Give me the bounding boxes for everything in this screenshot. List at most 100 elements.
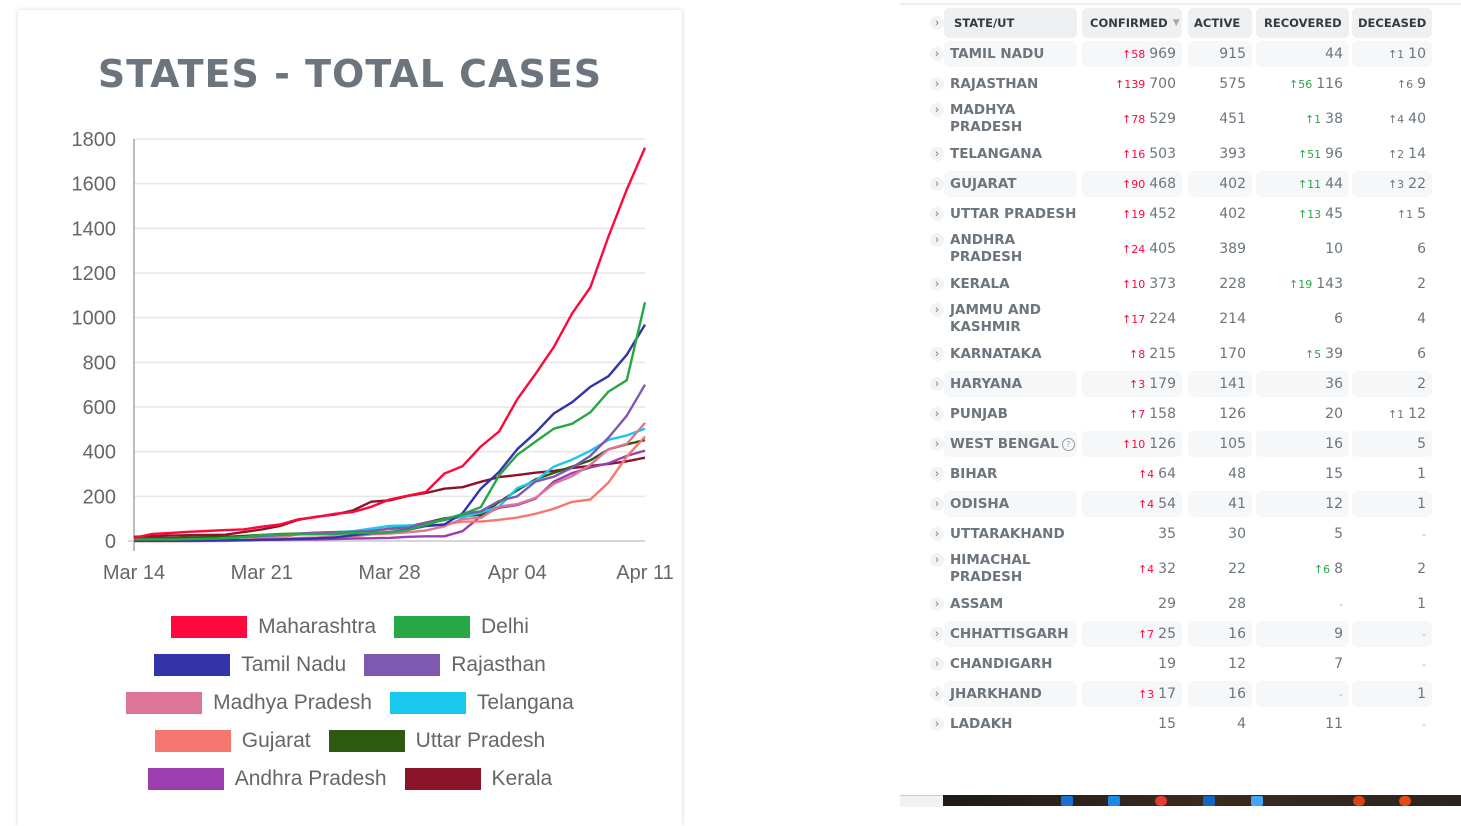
table-row[interactable]: › CHHATTISGARH ↑7 25 16 9 - xyxy=(900,619,1461,649)
table-row[interactable]: › TELANGANA ↑16 503 393 ↑51 96 ↑2 14 xyxy=(900,139,1461,169)
table-row[interactable]: › JAMMU AND KASHMIR ↑17 224 214 6 4 xyxy=(900,299,1461,339)
active: 402 xyxy=(1188,171,1252,197)
legend-item[interactable]: Maharashtra xyxy=(171,615,376,639)
state-name: RAJASTHAN xyxy=(944,71,1077,97)
legend-swatch xyxy=(147,768,224,790)
legend-item[interactable]: Uttar Pradesh xyxy=(328,729,546,753)
table-row[interactable]: › RAJASTHAN ↑139 700 575 ↑56 116 ↑6 9 xyxy=(900,69,1461,99)
expand-row-chevron-icon[interactable]: › xyxy=(930,657,944,671)
deceased-value: - xyxy=(1422,717,1426,731)
table-row[interactable]: › LADAKH 15 4 11 - xyxy=(900,709,1461,739)
taskbar-app-icon[interactable] xyxy=(1203,796,1215,806)
table-row[interactable]: › JHARKHAND ↑3 17 16 - 1 xyxy=(900,679,1461,709)
confirmed-value: 158 xyxy=(1149,406,1176,422)
expand-row-chevron-icon[interactable]: › xyxy=(930,627,944,641)
expand-row-chevron-icon[interactable]: › xyxy=(930,597,944,611)
taskbar-app-icon[interactable] xyxy=(1353,796,1365,806)
table-row[interactable]: › BIHAR ↑4 64 48 15 1 xyxy=(900,459,1461,489)
header-recovered[interactable]: RECOVERED xyxy=(1256,8,1349,38)
table-row[interactable]: › ASSAM 29 28 - 1 xyxy=(900,589,1461,619)
y-tick-label: 800 xyxy=(83,352,116,374)
expand-row-chevron-icon[interactable]: › xyxy=(930,47,944,61)
confirmed-value: 405 xyxy=(1149,241,1176,257)
legend-item[interactable]: Madhya Pradesh xyxy=(126,691,372,715)
confirmed: ↑16 503 xyxy=(1082,141,1182,167)
table-row[interactable]: › MADHYA PRADESH ↑78 529 451 ↑1 38 ↑4 40 xyxy=(900,99,1461,139)
expand-row-chevron-icon[interactable]: › xyxy=(930,437,944,451)
header-confirmed[interactable]: CONFIRMED ▼ xyxy=(1082,8,1182,38)
legend-item[interactable]: Andhra Pradesh xyxy=(147,767,387,791)
table-row[interactable]: › TAMIL NADU ↑58 969 915 44 ↑1 10 xyxy=(900,39,1461,69)
table-header: › STATE/UT CONFIRMED ▼ ACTIVE RECOVERED D… xyxy=(900,8,1461,38)
expand-row-chevron-icon[interactable]: › xyxy=(930,717,944,731)
active-value: 915 xyxy=(1219,46,1246,62)
expand-row-chevron-icon[interactable]: › xyxy=(930,687,944,701)
recovered-value: 116 xyxy=(1316,76,1343,92)
table-row[interactable]: › HIMACHAL PRADESH ↑4 32 22 ↑6 8 2 xyxy=(900,549,1461,589)
table-row[interactable]: › KERALA ↑10 373 228 ↑19 143 2 xyxy=(900,269,1461,299)
deceased: - xyxy=(1352,711,1432,737)
expand-row-chevron-icon[interactable]: › xyxy=(930,303,944,317)
confirmed: ↑90 468 xyxy=(1082,171,1182,197)
table-row[interactable]: › GUJARAT ↑90 468 402 ↑11 44 ↑3 22 xyxy=(900,169,1461,199)
info-icon[interactable]: ? xyxy=(1061,437,1075,451)
legend-item[interactable]: Delhi xyxy=(394,615,529,639)
active: 915 xyxy=(1188,41,1252,67)
expand-row-chevron-icon[interactable]: › xyxy=(930,177,944,191)
recovered: - xyxy=(1256,591,1349,617)
active: 170 xyxy=(1188,341,1252,367)
table-row[interactable]: › WEST BENGAL? ↑10 126 105 16 5 xyxy=(900,429,1461,459)
table-row[interactable]: › CHANDIGARH 19 12 7 - xyxy=(900,649,1461,679)
expand-row-chevron-icon[interactable]: › xyxy=(930,77,944,91)
expand-row-chevron-icon[interactable]: › xyxy=(930,103,944,117)
state-name: WEST BENGAL? xyxy=(944,431,1077,457)
legend-item[interactable]: Rajasthan xyxy=(364,653,546,677)
table-row[interactable]: › ANDHRA PRADESH ↑24 405 389 10 6 xyxy=(900,229,1461,269)
expand-all-chevron-icon[interactable]: › xyxy=(930,16,944,30)
table-row[interactable]: › ODISHA ↑4 54 41 12 1 xyxy=(900,489,1461,519)
taskbar-app-icon[interactable] xyxy=(1399,796,1411,806)
expand-row-chevron-icon[interactable]: › xyxy=(930,147,944,161)
table-row[interactable]: › PUNJAB ↑7 158 126 20 ↑1 12 xyxy=(900,399,1461,429)
table-row[interactable]: › KARNATAKA ↑8 215 170 ↑5 39 6 xyxy=(900,339,1461,369)
expand-row-chevron-icon[interactable]: › xyxy=(930,277,944,291)
header-state[interactable]: STATE/UT xyxy=(944,8,1077,38)
legend-row: Maharashtra Delhi xyxy=(18,608,682,646)
expand-row-chevron-icon[interactable]: › xyxy=(930,207,944,221)
state-name-label: HIMACHAL PRADESH xyxy=(950,552,1031,585)
taskbar-app-icon[interactable] xyxy=(1251,796,1263,806)
expand-row-chevron-icon[interactable]: › xyxy=(930,527,944,541)
header-active[interactable]: ACTIVE xyxy=(1188,8,1252,38)
expand-row-chevron-icon[interactable]: › xyxy=(930,553,944,567)
taskbar-app-icon[interactable] xyxy=(1108,796,1120,806)
confirmed: ↑17 224 xyxy=(1082,301,1182,337)
series-line-uttar-pradesh xyxy=(133,438,646,540)
taskbar xyxy=(943,795,1461,806)
expand-row-chevron-icon[interactable]: › xyxy=(930,377,944,391)
table-row[interactable]: › HARYANA ↑3 179 141 36 2 xyxy=(900,369,1461,399)
series-line-maharashtra xyxy=(133,147,647,540)
expand-row-chevron-icon[interactable]: › xyxy=(930,347,944,361)
state-name-label: JAMMU AND KASHMIR xyxy=(950,302,1041,335)
expand-row-chevron-icon[interactable]: › xyxy=(930,233,944,247)
legend-item[interactable]: Kerala xyxy=(404,767,552,791)
y-tick-label: 1200 xyxy=(72,263,117,285)
active: 41 xyxy=(1188,491,1252,517)
legend-item[interactable]: Tamil Nadu xyxy=(154,653,346,677)
taskbar-app-icon[interactable] xyxy=(1155,796,1167,806)
expand-row-chevron-icon[interactable]: › xyxy=(930,497,944,511)
x-tick-label: Apr 04 xyxy=(488,562,547,584)
table-row[interactable]: › UTTARAKHAND 35 30 5 - xyxy=(900,519,1461,549)
expand-row-chevron-icon[interactable]: › xyxy=(930,407,944,421)
taskbar-app-icon[interactable] xyxy=(1061,796,1073,806)
x-tick-label: Mar 21 xyxy=(231,562,293,584)
delta-confirmed: ↑10 xyxy=(1122,277,1146,291)
legend-item[interactable]: Telangana xyxy=(389,691,574,715)
legend-item[interactable]: Gujarat xyxy=(154,729,311,753)
header-deceased[interactable]: DECEASED xyxy=(1352,8,1432,38)
state-name: GUJARAT xyxy=(944,171,1077,197)
active-value: 4 xyxy=(1237,716,1246,732)
table-row[interactable]: › UTTAR PRADESH ↑19 452 402 ↑13 45 ↑1 5 xyxy=(900,199,1461,229)
legend-label: Uttar Pradesh xyxy=(415,729,546,752)
expand-row-chevron-icon[interactable]: › xyxy=(930,467,944,481)
